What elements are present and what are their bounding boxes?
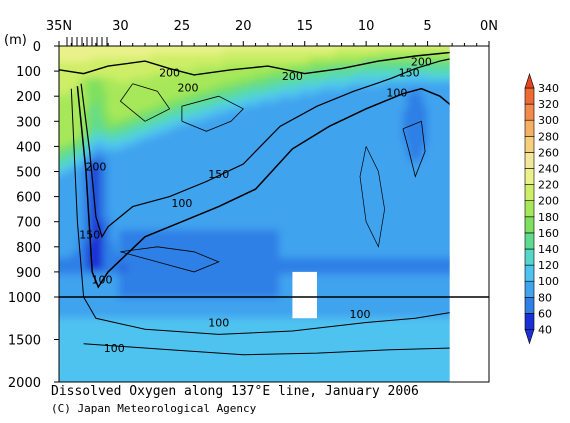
- colorbar-tick-label: 260: [538, 146, 559, 159]
- y-tick-label: 1000: [8, 291, 41, 306]
- colorbar-swatch: [524, 296, 535, 314]
- y-tick-label: 700: [16, 216, 41, 231]
- colorbar-tick-label: 280: [538, 130, 559, 143]
- colorbar-lower-extend: [524, 329, 535, 345]
- y-axis-unit: (m): [4, 33, 27, 48]
- colorbar-tick-label: 220: [538, 179, 559, 192]
- y-tick-label: 200: [16, 90, 41, 105]
- colorbar-tick-label: 180: [538, 211, 559, 224]
- colorbar-swatch: [524, 248, 535, 266]
- x-tick-label: 5: [423, 19, 431, 34]
- y-tick-label: 300: [16, 115, 41, 130]
- colorbar-tick-label: 80: [538, 291, 552, 304]
- y-tick-label: 1500: [8, 334, 41, 349]
- colorbar-swatch: [524, 168, 535, 185]
- contour-label: 150: [79, 228, 100, 241]
- colorbar-tick-label: 120: [538, 259, 559, 272]
- contour-label: 200: [411, 56, 432, 69]
- contour-label: 150: [208, 168, 229, 181]
- colorbar-tick-label: 60: [538, 307, 552, 320]
- chart-credit: (C) Japan Meteorological Agency: [51, 402, 257, 415]
- contour-label: 100: [171, 197, 192, 210]
- contour-label: 200: [282, 70, 303, 83]
- oxygen-color-field: [59, 46, 489, 382]
- y-tick-label: 500: [16, 166, 41, 181]
- x-tick-label: 15: [296, 19, 313, 34]
- contour-labels: 2002002002001501002001501001501001001001…: [79, 56, 432, 355]
- colorbar-tick-label: 240: [538, 163, 559, 176]
- plot-frame: [58, 45, 490, 383]
- contour-label: 200: [159, 66, 180, 79]
- y-tick-label: 0: [33, 40, 41, 55]
- contour-label: 100: [350, 308, 371, 321]
- y-tick-label: 100: [16, 65, 41, 80]
- contour-label: 100: [386, 86, 407, 99]
- y-tick-label: 800: [16, 241, 41, 256]
- y-tick-label: 400: [16, 140, 41, 155]
- contour-label: 100: [92, 273, 113, 286]
- y-tick-label: 900: [16, 266, 41, 281]
- colorbar-swatch: [524, 232, 535, 250]
- colorbar-swatch: [524, 119, 535, 137]
- axes: 35N 30 25 20 15 10 5 0N 0 100 200 300 400 500 600 700 80…: [4, 19, 498, 391]
- x-tick-label: 20: [235, 19, 252, 34]
- colorbar-tick-label: 140: [538, 243, 559, 256]
- x-tick-label: 35N: [46, 19, 72, 34]
- colorbar-swatch: [524, 216, 535, 234]
- x-tick-label: 25: [174, 19, 191, 34]
- missing-region-1: [449, 46, 489, 382]
- chart-title: Dissolved Oxygen along 137°E line, Janua…: [51, 384, 419, 399]
- colorbar-tick-label: 160: [538, 227, 559, 240]
- contour-label: 200: [85, 160, 106, 173]
- colorbar-upper-extend: [524, 73, 535, 89]
- missing-data-regions: [292, 46, 489, 382]
- colorbar-swatch: [524, 136, 535, 153]
- colorbar-swatch: [524, 313, 535, 330]
- contour-label: 100: [104, 342, 125, 355]
- missing-region-0: [292, 271, 317, 319]
- contour-label: 200: [178, 81, 199, 94]
- colorbar-tick-label: 100: [538, 275, 559, 288]
- colorbar-swatch: [524, 200, 535, 218]
- colorbar-tick-label: 340: [538, 82, 559, 95]
- colorbar-swatch: [524, 264, 535, 282]
- colorbar-swatch: [524, 280, 535, 298]
- colorbar-swatch: [524, 87, 535, 105]
- colorbar-tick-label: 320: [538, 98, 559, 111]
- contour-label: 100: [208, 317, 229, 330]
- colorbar: 340 320 300 280 260 240 220 200 180 160 140 120 100 8…: [524, 73, 559, 345]
- x-tick-label: 0N: [480, 19, 498, 34]
- x-tick-label: 30: [112, 19, 129, 34]
- colorbar-tick-label: 40: [538, 324, 552, 337]
- colorbar-swatch: [524, 184, 535, 202]
- contour-lines: [59, 51, 453, 356]
- colorbar-swatch: [524, 103, 535, 121]
- x-tick-label: 10: [358, 19, 375, 34]
- contour-label: 150: [399, 66, 420, 79]
- colorbar-tick-label: 300: [538, 114, 559, 127]
- y-tick-label: 600: [16, 191, 41, 206]
- colorbar-swatch: [524, 152, 535, 169]
- colorbar-tick-label: 200: [538, 195, 559, 208]
- y-tick-label: 2000: [8, 376, 41, 391]
